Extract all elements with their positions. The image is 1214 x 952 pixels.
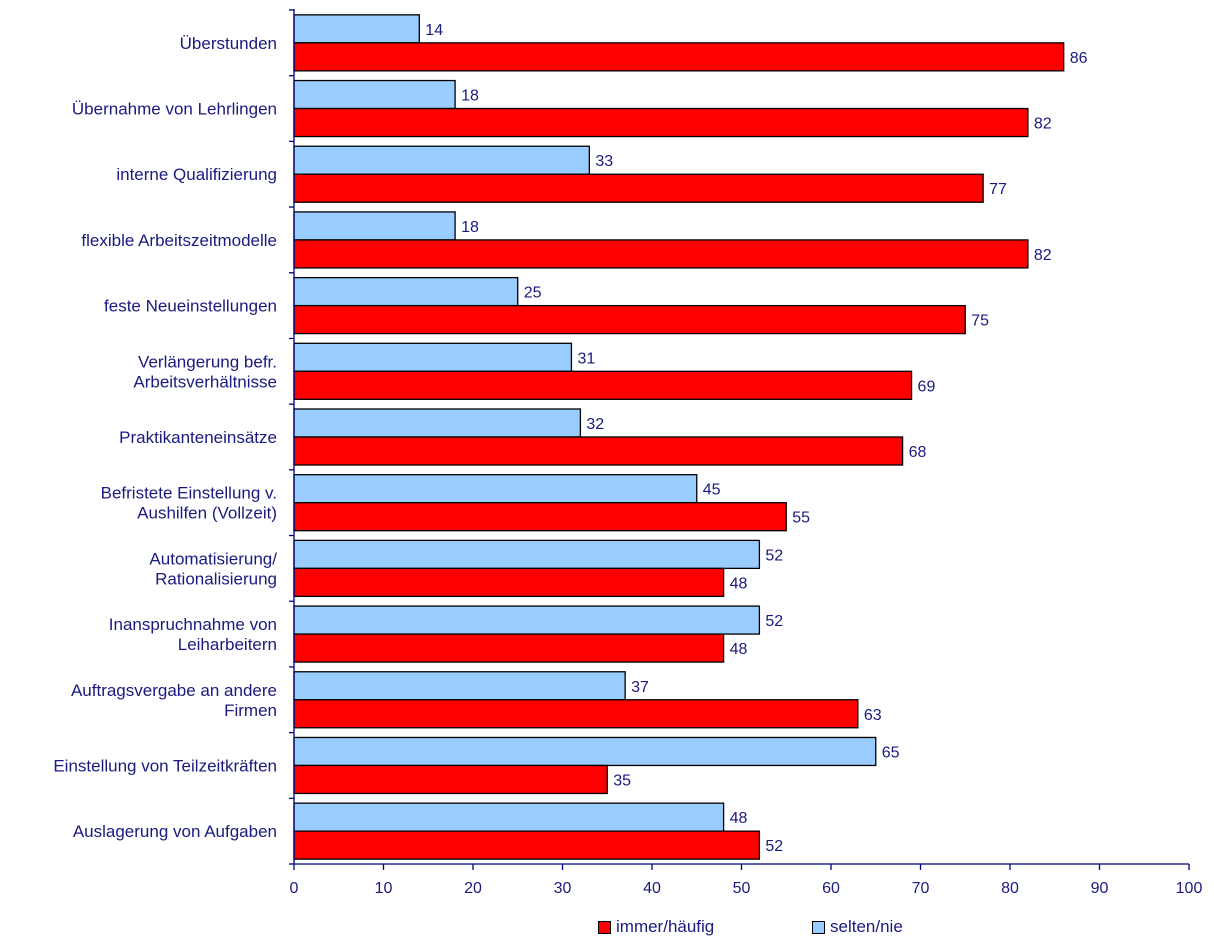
category-label: Firmen xyxy=(224,701,277,720)
data-label: 31 xyxy=(577,350,595,367)
bar xyxy=(293,42,1065,72)
x-tick-label: 0 xyxy=(290,880,299,897)
bar xyxy=(293,671,626,701)
bar xyxy=(293,239,1029,269)
data-label: 77 xyxy=(989,181,1007,198)
legend: immer/häufig selten/nie xyxy=(0,917,1214,947)
data-label: 63 xyxy=(864,707,882,724)
x-tick-label: 10 xyxy=(375,880,393,897)
data-label: 35 xyxy=(613,772,631,789)
category-label: Verlängerung befr. xyxy=(138,352,277,371)
data-label: 52 xyxy=(765,838,783,855)
bar xyxy=(293,605,761,635)
data-label: 82 xyxy=(1034,116,1052,133)
data-label: 52 xyxy=(765,547,783,564)
x-tick-label: 100 xyxy=(1176,880,1203,897)
legend-swatch-immer-haeufig xyxy=(598,920,611,934)
bar xyxy=(293,699,859,729)
category-label: Praktikanteneinsätze xyxy=(119,428,277,447)
data-label: 48 xyxy=(730,641,748,658)
x-tick-label: 70 xyxy=(912,880,930,897)
bar xyxy=(293,370,913,400)
data-label: 25 xyxy=(524,285,542,302)
data-label: 55 xyxy=(792,510,810,527)
data-label: 48 xyxy=(730,575,748,592)
category-label: Befristete Einstellung v. xyxy=(101,484,277,503)
bar xyxy=(293,633,725,663)
data-label: 52 xyxy=(765,613,783,630)
bar xyxy=(293,79,456,110)
bar xyxy=(293,436,904,466)
bar xyxy=(293,211,456,241)
x-tick-label: 20 xyxy=(464,880,482,897)
bar xyxy=(293,736,877,767)
bar xyxy=(293,764,608,795)
legend-item-immer-haeufig: immer/häufig xyxy=(598,917,714,937)
bar xyxy=(293,304,966,335)
bar xyxy=(293,107,1029,138)
category-label: Inanspruchnahme von xyxy=(109,615,277,634)
category-label: Rationalisierung xyxy=(155,569,277,588)
category-label: flexible Arbeitszeitmodelle xyxy=(81,231,277,250)
legend-label-immer-haeufig: immer/häufig xyxy=(616,917,715,936)
x-tick-label: 90 xyxy=(1091,880,1109,897)
category-label: feste Neueinstellungen xyxy=(104,297,277,316)
bar xyxy=(293,502,787,532)
category-label: Arbeitsverhältnisse xyxy=(133,372,277,391)
legend-label-selten-nie: selten/nie xyxy=(830,917,903,936)
category-label: Einstellung von Teilzeitkräften xyxy=(53,756,277,775)
category-label: Auftragsvergabe an andere xyxy=(71,681,277,700)
data-label: 82 xyxy=(1034,247,1052,264)
data-label: 37 xyxy=(631,679,649,696)
category-label: Automatisierung/ xyxy=(149,549,277,568)
bar xyxy=(293,408,582,438)
bar xyxy=(293,14,420,44)
data-label: 75 xyxy=(971,313,989,330)
data-label: 45 xyxy=(703,482,721,499)
category-label: interne Qualifizierung xyxy=(116,165,277,184)
bar xyxy=(293,173,984,203)
bar xyxy=(293,474,698,504)
data-label: 14 xyxy=(425,22,443,39)
category-label: Auslagerung von Aufgaben xyxy=(73,822,277,841)
data-label: 68 xyxy=(909,444,927,461)
x-tick-label: 60 xyxy=(822,880,840,897)
x-tick-label: 80 xyxy=(1001,880,1019,897)
bar xyxy=(293,276,519,307)
category-label: Überstunden xyxy=(180,34,277,53)
data-label: 18 xyxy=(461,219,479,236)
bar xyxy=(293,802,725,832)
data-label: 18 xyxy=(461,88,479,105)
bar xyxy=(293,539,761,570)
data-label: 86 xyxy=(1070,50,1088,67)
data-label: 32 xyxy=(586,416,604,433)
category-label: Übernahme von Lehrlingen xyxy=(72,100,277,119)
x-tick-label: 30 xyxy=(554,880,572,897)
x-tick-label: 50 xyxy=(733,880,751,897)
category-label: Leiharbeitern xyxy=(178,635,277,654)
bar xyxy=(293,830,761,860)
legend-swatch-selten-nie xyxy=(812,920,825,934)
category-label: Aushilfen (Vollzeit) xyxy=(137,504,277,523)
bar xyxy=(293,567,725,598)
legend-item-selten-nie: selten/nie xyxy=(812,917,903,937)
data-label: 69 xyxy=(918,378,936,395)
bar xyxy=(293,145,591,175)
bar xyxy=(293,342,573,372)
data-label: 48 xyxy=(730,810,748,827)
x-tick-label: 40 xyxy=(643,880,661,897)
data-label: 65 xyxy=(882,744,900,761)
data-label: 33 xyxy=(595,153,613,170)
